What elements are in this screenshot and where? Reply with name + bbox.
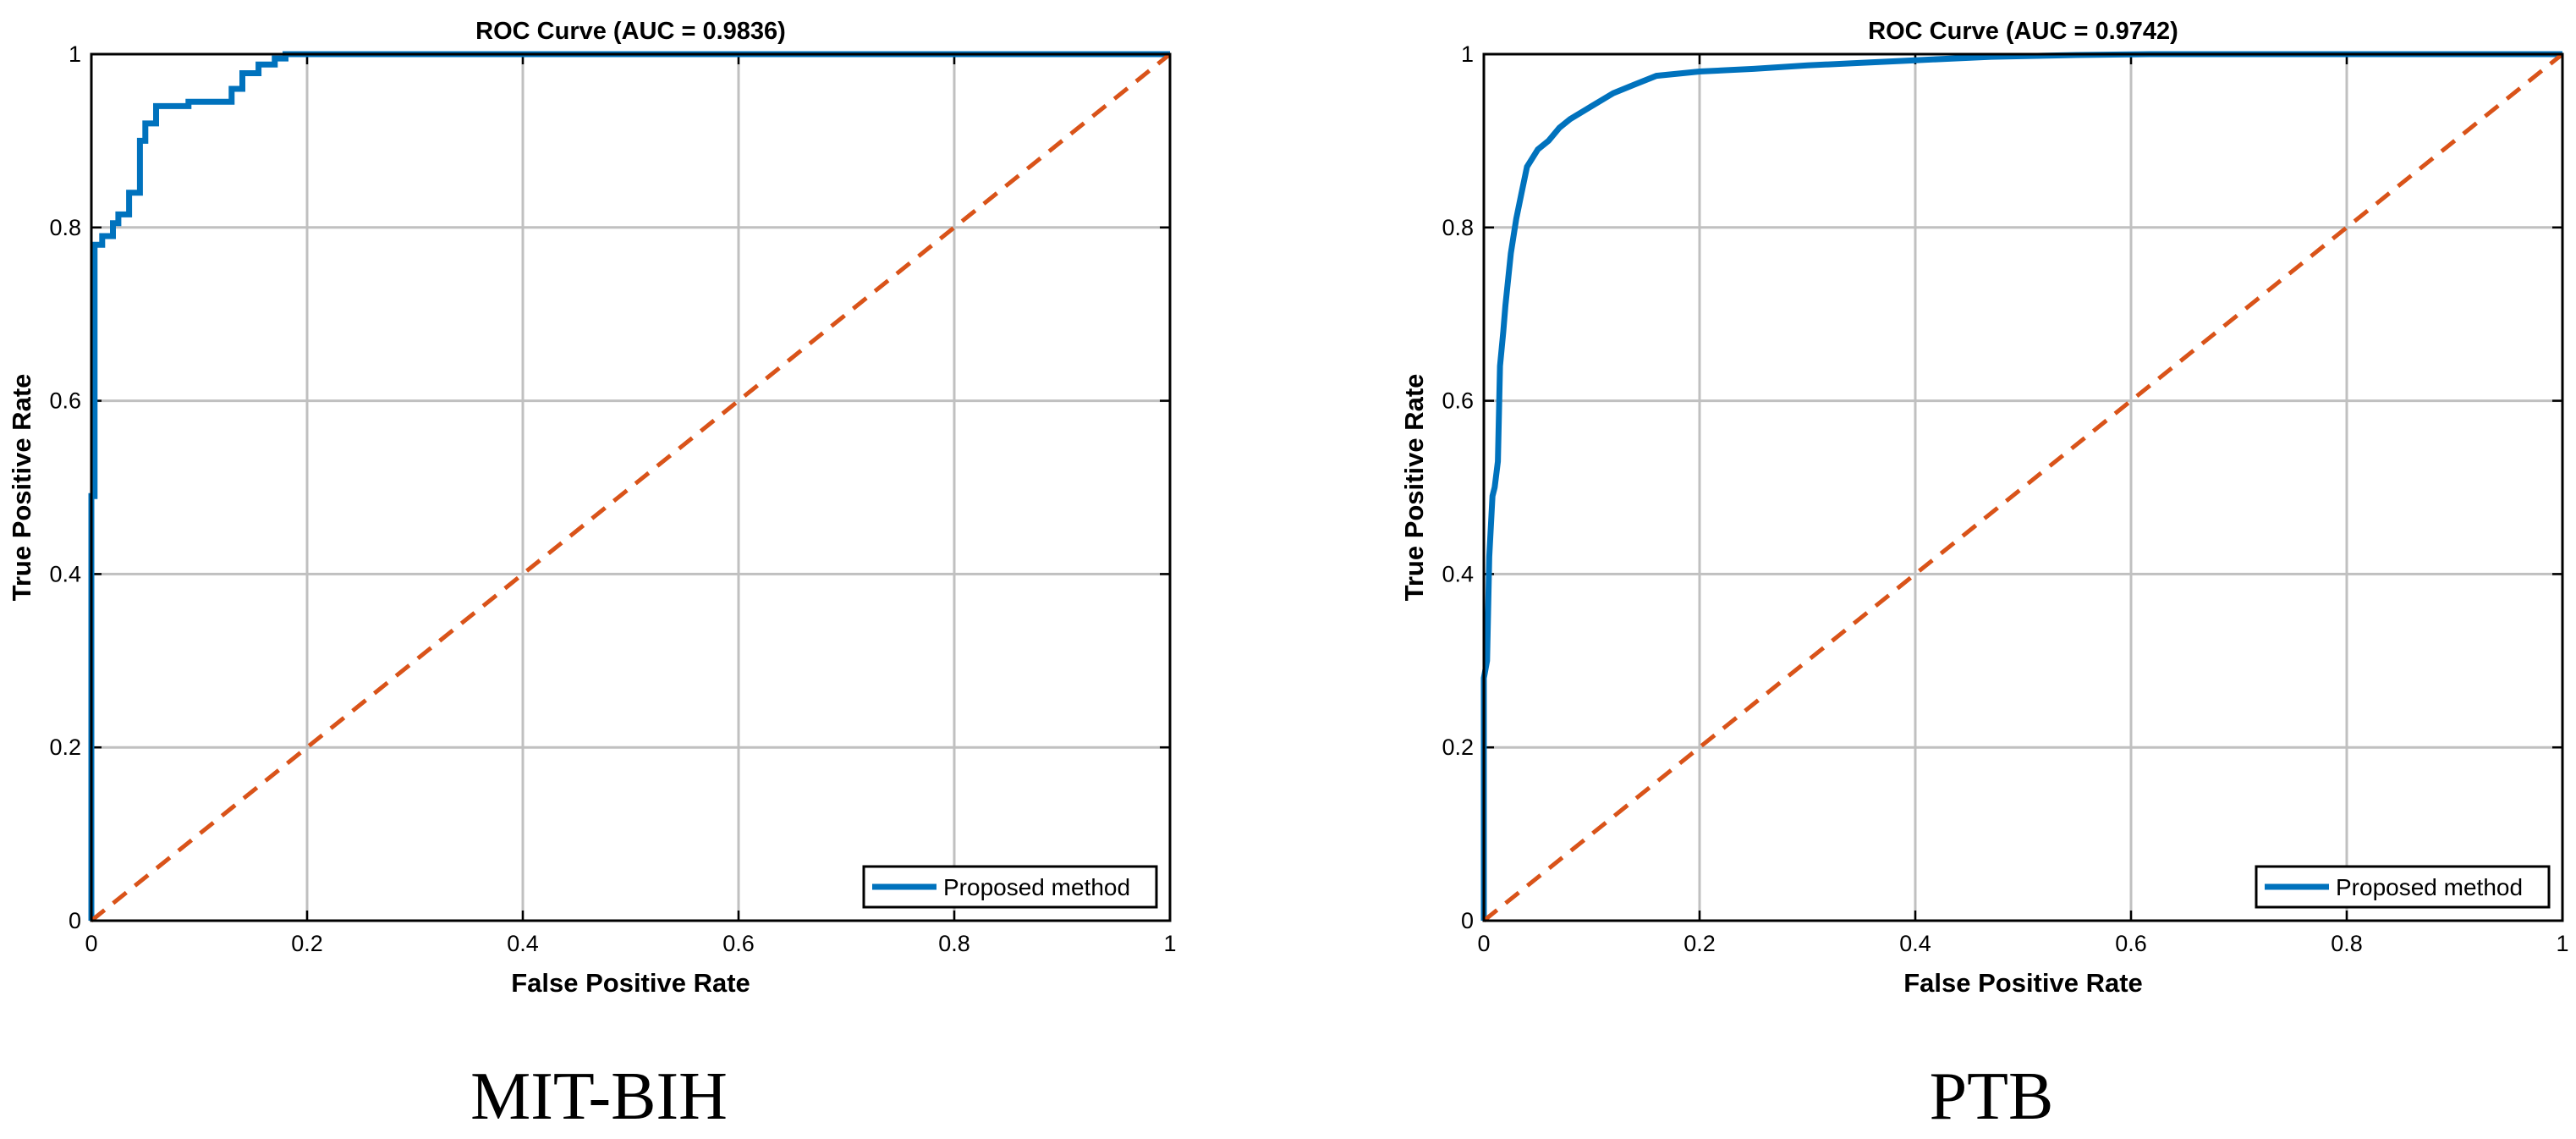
y-tick-label: 0.4 bbox=[1442, 561, 1474, 586]
x-tick-label: 0 bbox=[1477, 931, 1490, 956]
figure-caption: PTB bbox=[1930, 1059, 2054, 1134]
chart-panel-2: 0 0.2 0.4 0.6 0.8 1 0 0.2 0.4 0.6 0.8 1 ROC Curve (A… bbox=[1399, 18, 2569, 1134]
roc-curve-line bbox=[88, 51, 1170, 921]
y-tick-label: 0.6 bbox=[1442, 388, 1474, 414]
x-tick-label: 0.8 bbox=[938, 931, 970, 956]
x-axis-label: False Positive Rate bbox=[1903, 968, 2143, 998]
x-tick-label: 0.6 bbox=[2115, 931, 2147, 956]
y-tick-label: 0.4 bbox=[49, 561, 81, 586]
legend: Proposed method bbox=[862, 865, 1158, 909]
x-tick-label: 0.6 bbox=[722, 931, 755, 956]
y-tick-label: 0.2 bbox=[49, 735, 81, 760]
y-tick-label: 0 bbox=[69, 908, 81, 933]
x-tick-label: 1 bbox=[2556, 931, 2568, 956]
x-tick-label: 0.4 bbox=[1899, 931, 1931, 956]
diagonal-reference-line bbox=[90, 52, 1172, 922]
y-tick-label: 0.2 bbox=[1442, 735, 1474, 760]
chart-title: ROC Curve (AUC = 0.9742) bbox=[1868, 18, 2178, 45]
y-tick-label: 0.8 bbox=[1442, 215, 1474, 240]
axes-frame bbox=[1482, 52, 2564, 922]
y-tick-label: 0.6 bbox=[49, 388, 81, 414]
diagonal-reference-line bbox=[1482, 52, 2564, 922]
x-tick-label: 0 bbox=[85, 931, 97, 956]
figure-caption: MIT-BIH bbox=[470, 1059, 728, 1134]
chart-title: ROC Curve (AUC = 0.9836) bbox=[475, 18, 786, 45]
x-tick-label: 0.4 bbox=[507, 931, 539, 956]
x-axis-label: False Positive Rate bbox=[511, 968, 750, 998]
x-tick-label: 0.2 bbox=[1683, 931, 1716, 956]
x-tick-label: 0.8 bbox=[2331, 931, 2363, 956]
x-tick-label: 1 bbox=[1163, 931, 1176, 956]
x-tick-label: 0.2 bbox=[291, 931, 323, 956]
y-axis-label: True Positive Rate bbox=[7, 374, 36, 602]
y-axis-label: True Positive Rate bbox=[1399, 374, 1429, 602]
y-tick-label: 1 bbox=[69, 41, 81, 67]
legend-label: Proposed method bbox=[2336, 874, 2523, 900]
y-tick-label: 1 bbox=[1461, 41, 1474, 67]
legend: Proposed method bbox=[2255, 865, 2551, 909]
y-tick-label: 0 bbox=[1461, 908, 1474, 933]
y-tick-label: 0.8 bbox=[49, 215, 81, 240]
axes-frame bbox=[90, 52, 1172, 922]
chart-panel-1: 0 0.2 0.4 0.6 0.8 1 0 0.2 0.4 0.6 0.8 1 ROC Curve (A… bbox=[7, 18, 1177, 1134]
legend-label: Proposed method bbox=[943, 874, 1130, 900]
roc-curve-line bbox=[1480, 51, 2562, 921]
